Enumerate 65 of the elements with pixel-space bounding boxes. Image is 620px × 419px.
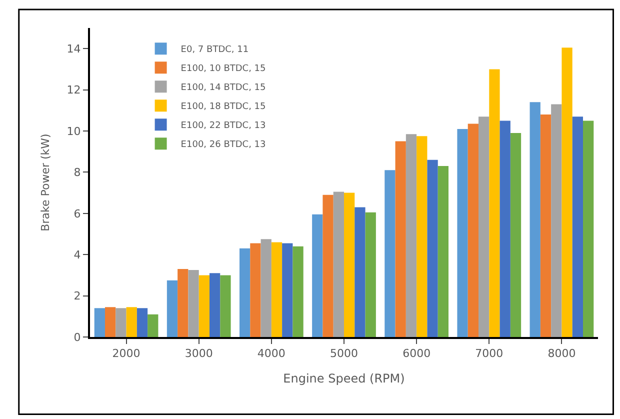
bar (271, 242, 282, 337)
bar (500, 120, 510, 337)
bar (406, 134, 417, 337)
bar (312, 214, 323, 337)
bar (260, 239, 272, 337)
bar (136, 308, 148, 337)
bar (530, 102, 540, 337)
bar (583, 120, 594, 337)
bar (427, 160, 438, 337)
bar (572, 116, 583, 337)
legend-label: E100, 18 BTDC, 15 (180, 102, 266, 112)
bar (188, 270, 199, 337)
bar (384, 170, 396, 337)
bar (148, 314, 158, 337)
bar (333, 192, 344, 337)
legend-label: E100, 26 BTDC, 13 (180, 140, 266, 150)
y-tick-label: 2 (74, 290, 81, 303)
x-tick-label: 7000 (475, 347, 504, 360)
x-tick-label: 2000 (112, 347, 140, 360)
bar (94, 308, 105, 337)
bar (562, 48, 572, 337)
y-tick-label: 4 (74, 248, 81, 262)
bar (166, 280, 178, 337)
legend-label: E0, 7 BTDC, 11 (180, 45, 249, 56)
bar (489, 69, 500, 337)
bar (210, 273, 220, 337)
bar (220, 275, 231, 337)
bar (178, 269, 188, 337)
x-axis-title: Engine Speed (RPM) (283, 372, 405, 386)
x-tick-label: 8000 (548, 347, 576, 360)
x-tick-label: 4000 (257, 347, 286, 360)
y-axis-title: Brake Power (kW) (38, 134, 52, 232)
bar (282, 243, 293, 337)
bar (344, 192, 355, 337)
bar (416, 136, 428, 337)
bar (438, 166, 448, 337)
y-tick-label: 14 (66, 42, 81, 56)
legend-label: E100, 14 BTDC, 15 (180, 83, 266, 94)
y-tick-label: 6 (74, 207, 81, 220)
bar (240, 248, 250, 337)
legend-label: E100, 10 BTDC, 15 (180, 64, 266, 74)
y-tick-label: 0 (74, 330, 81, 344)
bar (126, 307, 137, 337)
bar (322, 194, 334, 337)
x-tick-label: 5000 (330, 347, 358, 360)
bar (551, 104, 562, 337)
bar (365, 212, 376, 337)
x-tick-label: 6000 (402, 347, 431, 360)
bar (116, 308, 126, 337)
legend-label: E100, 22 BTDC, 13 (180, 121, 266, 132)
bar (540, 114, 552, 337)
bar (510, 133, 522, 337)
bar (468, 124, 478, 337)
y-tick-label: 12 (66, 84, 81, 97)
y-tick-label: 8 (74, 166, 81, 180)
bar (250, 243, 261, 337)
bar (395, 141, 406, 337)
x-tick-label: 3000 (184, 347, 213, 360)
bar (478, 116, 490, 337)
bar (354, 207, 366, 337)
bar (292, 246, 304, 337)
bar (457, 128, 468, 337)
bar (198, 275, 210, 337)
y-tick-label: 10 (66, 124, 81, 138)
bar (105, 307, 116, 337)
